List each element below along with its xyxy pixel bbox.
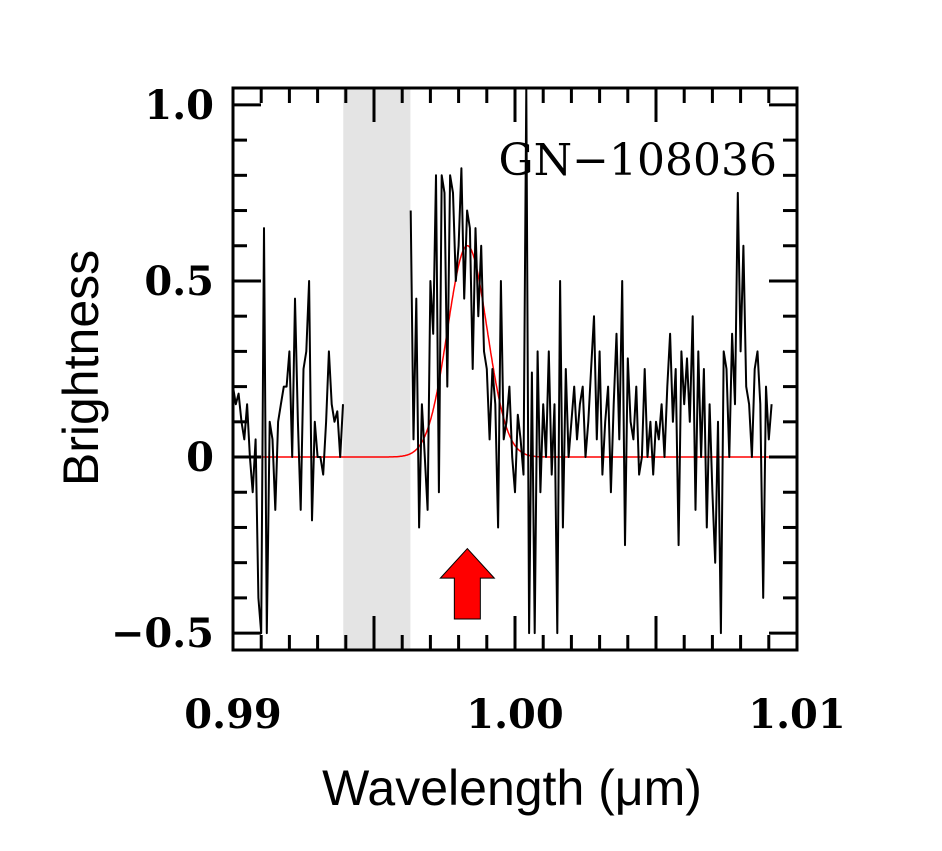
gaussian-fit-line: [261, 245, 769, 458]
x-axis-title: Wavelength (μm): [322, 760, 702, 816]
y-tick-label: 0: [186, 434, 214, 481]
y-tick-label: 1.0: [144, 82, 214, 129]
y-axis-title: Brightness: [53, 250, 109, 486]
emission-line-arrow: [439, 547, 496, 620]
x-tick-label: 0.99: [184, 691, 281, 738]
y-tick-label: −0.5: [111, 610, 214, 657]
y-tick-label: 0.5: [144, 258, 214, 305]
x-tick-label: 1.01: [748, 691, 845, 738]
x-tick-label: 1.00: [466, 691, 563, 738]
masked-region-band: [343, 88, 411, 650]
spectrum-line: [233, 88, 773, 635]
object-label: GN−108036: [499, 135, 777, 186]
plot-frame: [231, 86, 799, 652]
